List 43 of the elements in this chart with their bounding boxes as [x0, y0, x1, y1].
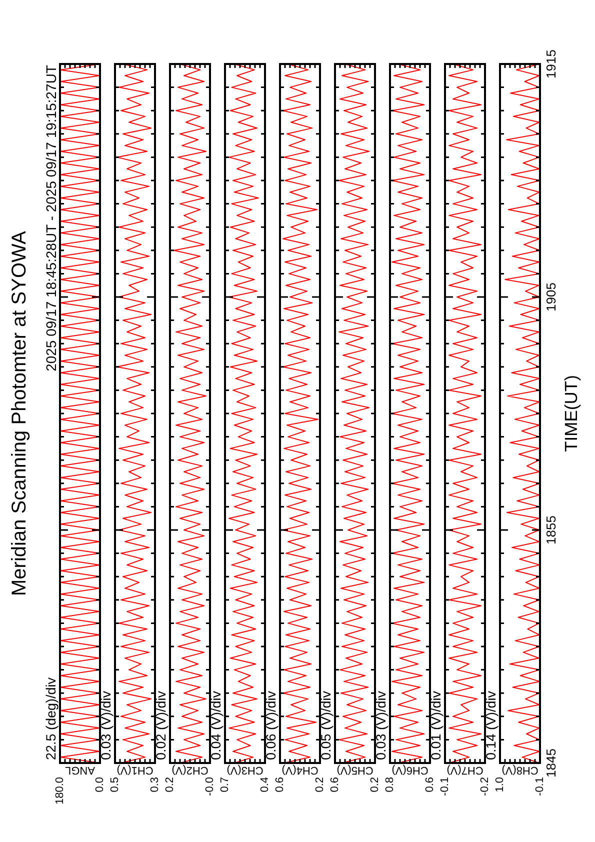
x-tick-label: 0.6 [424, 777, 436, 792]
x-tick-label: 0.0 [94, 777, 106, 792]
x-tick-label: 0.2 [314, 777, 326, 792]
text: Meridian Scanning Photomter at SYOWA [8, 230, 31, 596]
x-axis-title: CH7(V) [446, 764, 484, 776]
x-tick-label: 0.2 [369, 777, 382, 792]
y-tick-label: 1915 [544, 50, 559, 78]
x-axis-title: CH3(V) [226, 764, 264, 776]
x-tick-label: -0.0 [204, 777, 216, 796]
annotation: 0.06 (V)/div [264, 690, 279, 760]
x-axis-title: CH2(V) [172, 764, 208, 776]
annotation: 0.02 (V)/div [154, 690, 169, 760]
y-tick-label: 1905 [544, 282, 559, 312]
x-tick-label: -0.2 [479, 777, 492, 796]
annotation: 0.01 (V)/div [428, 690, 444, 760]
y-tick-label: 1845 [544, 748, 559, 778]
x-tick-label: 0.3 [149, 777, 162, 792]
x-axis-title: CH8(V) [502, 764, 538, 776]
x-axis-title: CH1(V) [116, 764, 154, 776]
x-tick-label: 0.6 [274, 777, 286, 792]
y-axis-title: TIME(UT) [560, 375, 581, 452]
y-tick-label: 1855 [544, 516, 559, 544]
x-tick-label: 0.2 [164, 777, 176, 792]
x-axis-title: CH5(V) [336, 764, 374, 776]
x-tick-label: 0.4 [259, 777, 272, 792]
annotation: 0.14 (V)/div [484, 690, 499, 760]
annotation: 0.05 (V)/div [318, 690, 334, 760]
x-tick-label: -0.1 [439, 777, 452, 796]
x-tick-label: 0.5 [109, 777, 122, 792]
x-tick-label: 1.0 [494, 777, 506, 792]
x-axis-title: ANGL [65, 764, 95, 776]
x-tick-label: 0.6 [329, 777, 342, 792]
x-axis-title: CH6(V) [392, 764, 428, 776]
annotation: 0.03 (V)/div [98, 690, 114, 760]
x-tick-label: 0.7 [219, 777, 232, 792]
x-axis-title: CH4(V) [282, 764, 318, 776]
text: 2025 09/17 18:45:28UT - 2025 09/17 19:15:27UT [42, 64, 59, 372]
x-tick-label: -0.1 [534, 777, 546, 796]
annotation: 0.03 (V)/div [374, 690, 389, 760]
annotation: 0.04 (V)/div [208, 690, 224, 760]
x-tick-label: 180.0 [54, 777, 66, 805]
x-tick-label: 0.8 [384, 777, 396, 792]
text: 22.5 (deg)/div [44, 677, 59, 760]
